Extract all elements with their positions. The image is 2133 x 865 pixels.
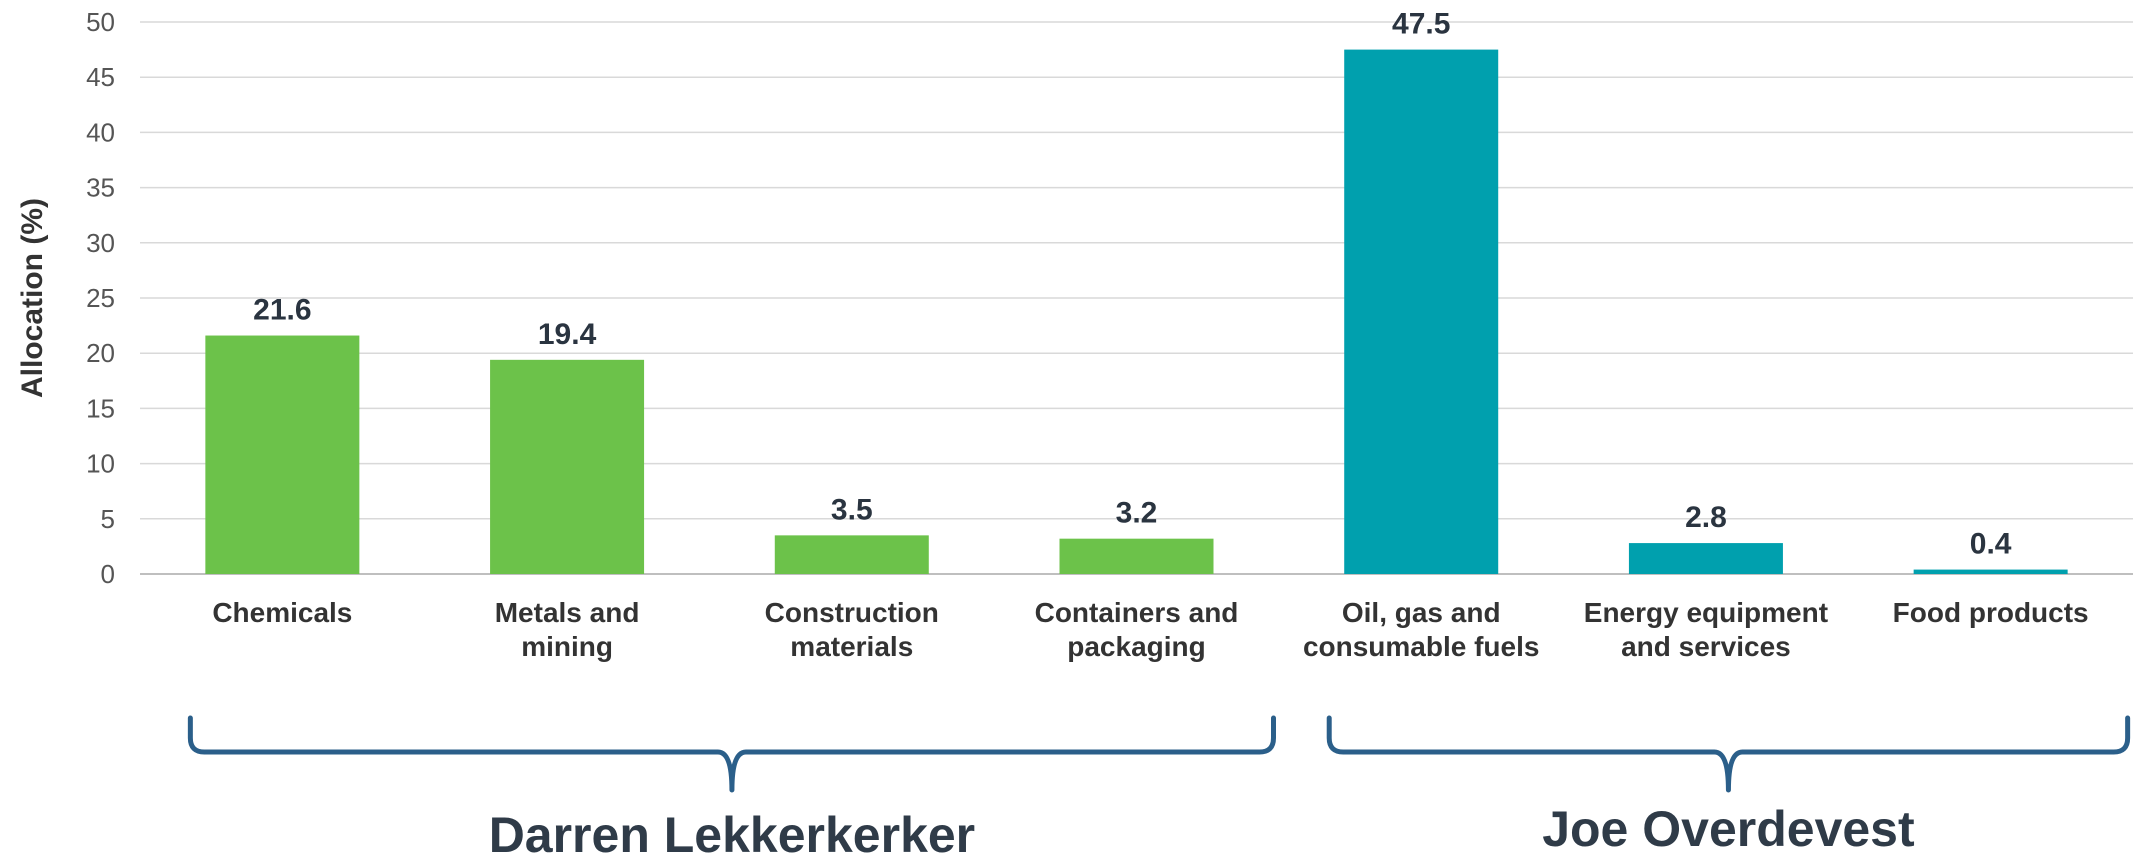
data-label: 19.4 bbox=[538, 318, 597, 351]
x-tick-label-line: consumable fuels bbox=[1303, 631, 1540, 662]
data-label: 0.4 bbox=[1970, 528, 2012, 561]
x-tick-label-line: Oil, gas and bbox=[1342, 597, 1501, 628]
bar bbox=[1913, 569, 2068, 574]
x-tick-label-line: materials bbox=[790, 631, 913, 662]
x-tick-label-line: Metals and bbox=[495, 597, 640, 628]
y-tick-label: 40 bbox=[86, 117, 115, 147]
x-tick-label: Containers and packaging bbox=[1035, 597, 1239, 662]
y-tick-label: 5 bbox=[101, 504, 115, 534]
x-tick-label-line: mining bbox=[521, 631, 613, 662]
y-tick-label: 15 bbox=[86, 393, 115, 423]
bar bbox=[205, 335, 360, 574]
group-label: Darren Lekkerkerker bbox=[489, 807, 975, 860]
y-tick-label: 30 bbox=[86, 228, 115, 258]
x-tick-label: Food products bbox=[1893, 597, 2089, 628]
x-tick-label: Construction materials bbox=[765, 597, 939, 662]
x-tick-label-line: and services bbox=[1621, 631, 1791, 662]
data-label: 47.5 bbox=[1392, 8, 1450, 41]
x-tick-label: Energy equipment and services bbox=[1584, 597, 1828, 662]
x-tick-label-line: Chemicals bbox=[212, 597, 352, 628]
y-axis-label: Allocation (%) bbox=[16, 198, 49, 398]
x-tick-label-line: Energy equipment bbox=[1584, 597, 1828, 628]
bar bbox=[774, 535, 929, 574]
x-tick-label-line: Containers and bbox=[1035, 597, 1239, 628]
x-tick-label-line: Construction bbox=[765, 597, 939, 628]
y-tick-label: 10 bbox=[86, 449, 115, 479]
data-label: 3.2 bbox=[1116, 497, 1158, 530]
data-label: 3.5 bbox=[831, 493, 873, 526]
y-tick-label: 50 bbox=[86, 7, 115, 37]
group-label: Joe Overdevest bbox=[1542, 801, 1915, 857]
bar bbox=[1344, 49, 1499, 575]
x-tick-label: Oil, gas and consumable fuels bbox=[1303, 597, 1540, 662]
y-tick-label: 25 bbox=[86, 283, 115, 313]
x-tick-label: Chemicals bbox=[212, 597, 352, 628]
bar bbox=[490, 359, 645, 574]
y-tick-label: 0 bbox=[101, 559, 115, 589]
x-tick-label: Metals and mining bbox=[495, 597, 640, 662]
group-bracket bbox=[187, 715, 1276, 793]
bar bbox=[1059, 538, 1214, 574]
y-tick-label: 20 bbox=[86, 338, 115, 368]
x-tick-label-line: Food products bbox=[1893, 597, 2089, 628]
group-bracket bbox=[1326, 715, 2131, 793]
data-label: 2.8 bbox=[1685, 501, 1727, 534]
x-tick-label-line: packaging bbox=[1067, 631, 1205, 662]
bar bbox=[1628, 543, 1783, 574]
y-tick-label: 45 bbox=[86, 62, 115, 92]
y-tick-label: 35 bbox=[86, 173, 115, 203]
data-label: 21.6 bbox=[253, 294, 311, 327]
